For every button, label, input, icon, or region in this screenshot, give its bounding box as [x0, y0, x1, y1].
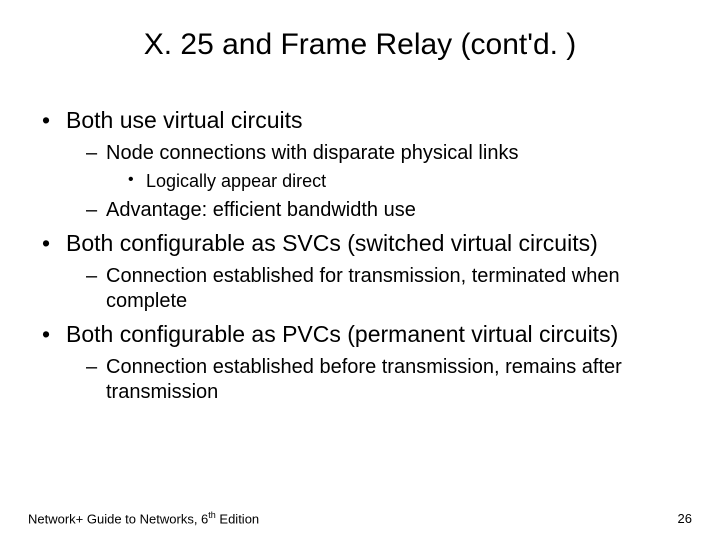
footer-ordinal: th: [208, 510, 216, 520]
bullet-text: Connection established for transmission,…: [106, 265, 620, 312]
bullet-lvl2: Advantage: efficient bandwidth use: [86, 198, 692, 223]
slide: X. 25 and Frame Relay (cont'd. ) Both us…: [0, 0, 720, 540]
page-number: 26: [678, 511, 692, 526]
footer-text-prefix: Network+ Guide to Networks, 6: [28, 511, 208, 526]
bullet-lvl2: Node connections with disparate physical…: [86, 141, 692, 193]
bullet-lvl1: Both configurable as PVCs (permanent vir…: [42, 320, 692, 405]
bullet-lvl1: Both configurable as SVCs (switched virt…: [42, 229, 692, 314]
bullet-text: Both use virtual circuits: [66, 107, 302, 133]
bullet-sublist: Connection established for transmission,…: [66, 264, 692, 314]
bullet-text: Connection established before transmissi…: [106, 356, 622, 403]
bullet-text: Advantage: efficient bandwidth use: [106, 199, 416, 221]
footer-left: Network+ Guide to Networks, 6th Edition: [28, 510, 259, 526]
footer-text-suffix: Edition: [216, 511, 259, 526]
bullet-text: Both configurable as PVCs (permanent vir…: [66, 321, 618, 347]
slide-title: X. 25 and Frame Relay (cont'd. ): [28, 28, 692, 62]
bullet-list: Both use virtual circuits Node connectio…: [28, 106, 692, 405]
bullet-lvl3: Logically appear direct: [128, 170, 692, 193]
bullet-text: Both configurable as SVCs (switched virt…: [66, 230, 598, 256]
bullet-sublist: Node connections with disparate physical…: [66, 141, 692, 224]
bullet-lvl2: Connection established for transmission,…: [86, 264, 692, 314]
bullet-lvl2: Connection established before transmissi…: [86, 355, 692, 405]
bullet-text: Node connections with disparate physical…: [106, 142, 518, 164]
bullet-sublist: Logically appear direct: [106, 170, 692, 193]
bullet-sublist: Connection established before transmissi…: [66, 355, 692, 405]
bullet-lvl1: Both use virtual circuits Node connectio…: [42, 106, 692, 223]
bullet-text: Logically appear direct: [146, 171, 326, 191]
